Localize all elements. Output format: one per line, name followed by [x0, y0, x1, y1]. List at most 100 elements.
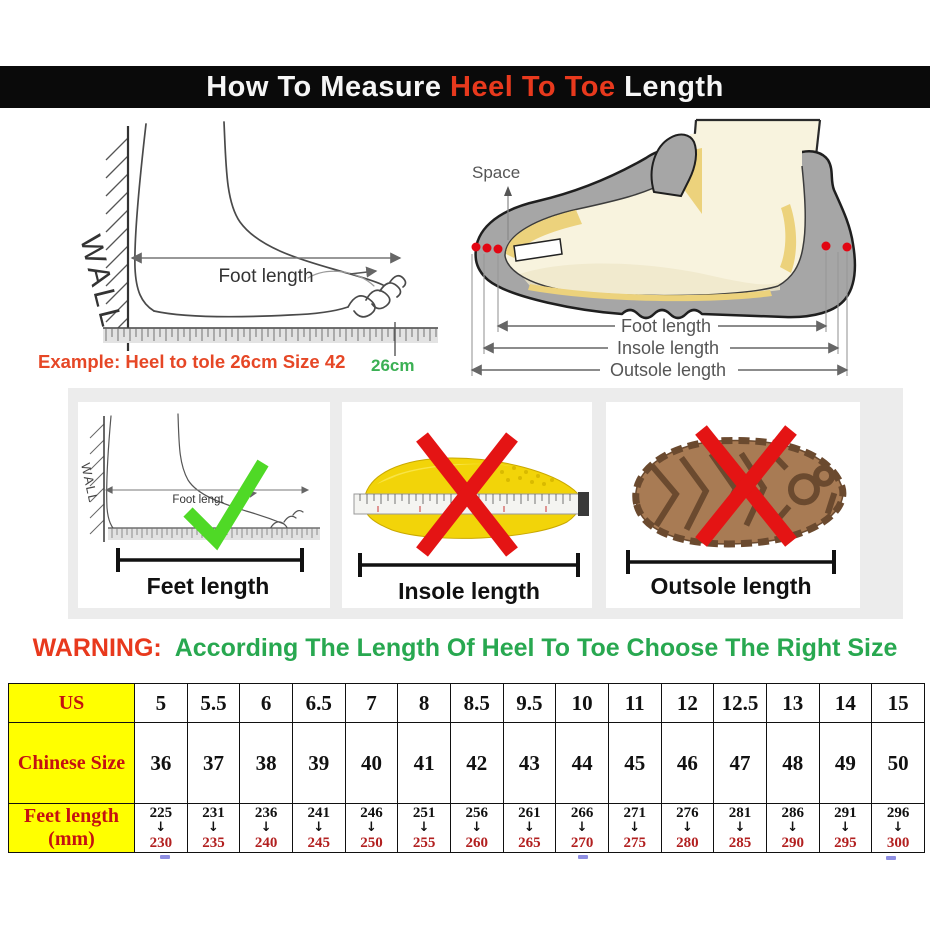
size-cell: 276 ↓ 280 — [660, 803, 715, 853]
size-cell: 38 — [239, 722, 293, 804]
size-cell: 6 — [239, 683, 293, 723]
size-cell: 6.5 — [291, 683, 346, 723]
size-cell: 41 — [397, 722, 451, 804]
size-cell: 44 — [555, 722, 609, 804]
foot-sketch — [134, 121, 407, 318]
space-arrowhead — [504, 186, 512, 196]
wall-label: WALL — [73, 232, 128, 334]
feet-length-panel-label: Feet length — [147, 573, 270, 599]
size-table-row: US 5 5.5 6 6.5 7 8 8.5 9.5 10 11 12 12.5 13 14 15 — [8, 683, 925, 723]
mini-foot-length-label: Foot lengt — [172, 494, 224, 506]
insole-length-panel-label: Insole length — [398, 578, 540, 604]
size-cell: 49 — [818, 722, 873, 804]
size-cell: 296 ↓ 300 — [871, 803, 925, 853]
panel-feet-length: WALL Foot lengt — [78, 402, 330, 608]
tongue-tab — [650, 133, 698, 198]
outsole-illustration: Outsole length — [626, 425, 847, 599]
size-cell: 11 — [607, 683, 662, 723]
size-cell: 46 — [660, 722, 715, 804]
size-cell: 37 — [186, 722, 241, 804]
tape-end — [578, 492, 589, 516]
size-cell: 12 — [660, 683, 715, 723]
size-cell: 15 — [871, 683, 925, 723]
title-prefix: How To Measure — [206, 70, 451, 103]
size-cell: 261 ↓ 265 — [502, 803, 557, 853]
ruler-value-label: 26cm — [371, 356, 415, 375]
methods-section: WALL Foot lengt — [68, 388, 903, 619]
size-table-row: Chinese Size 36 37 38 39 40 41 42 43 44 45 46 47 48 49… — [8, 722, 925, 804]
size-cell: 45 — [607, 722, 662, 804]
size-cell: 281 ↓ 285 — [713, 803, 767, 853]
small-arrow — [349, 266, 378, 278]
size-cell: 48 — [765, 722, 820, 804]
extension-lines — [471, 252, 848, 376]
insole-bracket — [358, 553, 580, 577]
foot-interior — [505, 130, 806, 296]
size-cell: 225 ↓ 230 — [134, 803, 188, 853]
foot-length-label: Foot length — [218, 266, 313, 287]
outsole-bracket — [626, 550, 836, 574]
cross-mark-icon — [695, 425, 797, 547]
measure-dots — [471, 241, 852, 254]
toe-space-marker — [513, 238, 563, 262]
size-cell: 14 — [818, 683, 873, 723]
cross-mark-icon — [416, 432, 518, 557]
warning-line: WARNING: According The Length Of Heel To… — [0, 634, 930, 663]
feet-length-illustration: WALL Foot lengt — [78, 413, 320, 599]
size-cell: 236 ↓ 240 — [239, 803, 293, 853]
size-cell: 47 — [713, 722, 767, 804]
size-cell: 7 — [344, 683, 399, 723]
size-cell: 241 ↓ 245 — [291, 803, 346, 853]
size-cell: 5.5 — [186, 683, 241, 723]
title-bar: How To Measure Heel To Toe Length — [0, 66, 930, 108]
mini-wall-hatching — [89, 423, 105, 535]
foot-shading — [520, 263, 780, 297]
size-table-row: Feet length (mm) 225 ↓ 230 231 ↓ 235 236 ↓ 240 241 ↓… — [8, 803, 925, 853]
feet-bracket — [116, 548, 304, 572]
size-cell: 5 — [134, 683, 188, 723]
mini-foot-sketch — [106, 413, 304, 538]
size-table: US 5 5.5 6 6.5 7 8 8.5 9.5 10 11 12 12.5 13 14 15 Chines… — [8, 683, 925, 853]
shoe-cutaway-diagram: Space Foot length Insole length Outsole … — [470, 118, 857, 380]
size-cell: 231 ↓ 235 — [186, 803, 241, 853]
size-cell: 40 — [344, 722, 399, 804]
panel-outsole-length: Outsole length — [606, 402, 860, 608]
size-cell: 39 — [291, 722, 346, 804]
size-cell: 271 ↓ 275 — [607, 803, 662, 853]
size-cell: 13 — [765, 683, 820, 723]
size-table-row-header: Chinese Size — [8, 722, 135, 804]
size-cell: 251 ↓ 255 — [397, 803, 451, 853]
size-table-row-header: Feet length (mm) — [8, 803, 135, 853]
size-cell: 9.5 — [502, 683, 557, 723]
size-table-row-header: US — [8, 683, 135, 723]
artifact-dash — [886, 856, 896, 860]
size-cell: 50 — [871, 722, 925, 804]
warning-text: According The Length Of Heel To Toe Choo… — [174, 634, 898, 662]
size-cell: 8 — [397, 683, 451, 723]
insole-illustration: Insole length — [353, 432, 589, 604]
size-cell: 286 ↓ 290 — [765, 803, 820, 853]
check-mark-icon — [183, 459, 269, 551]
title-highlight: Heel To Toe — [450, 70, 616, 103]
size-cell: 43 — [502, 722, 557, 804]
title-suffix: Length — [615, 70, 724, 103]
size-cell: 10 — [555, 683, 609, 723]
size-cell: 256 ↓ 260 — [449, 803, 504, 853]
panel-insole-length: Insole length — [342, 402, 592, 608]
shoe-insole-length-label: Insole length — [617, 338, 719, 358]
size-cell: 266 ↓ 270 — [555, 803, 609, 853]
size-cell: 291 ↓ 295 — [818, 803, 873, 853]
shoe-outsole-length-label: Outsole length — [610, 360, 726, 380]
outsole-length-panel-label: Outsole length — [651, 573, 812, 599]
size-cell: 36 — [134, 722, 188, 804]
measure-arrows — [470, 320, 849, 376]
floor-ruler — [103, 322, 438, 356]
warning-label: WARNING: — [32, 634, 162, 662]
size-cell: 8.5 — [449, 683, 504, 723]
artifact-dash — [578, 855, 588, 859]
size-cell: 12.5 — [713, 683, 767, 723]
insole-texture — [500, 466, 554, 486]
example-text: Example: Heel to tole 26cm Size 42 — [38, 351, 346, 372]
foot-measure-diagram: WALL Foot length — [73, 121, 438, 356]
